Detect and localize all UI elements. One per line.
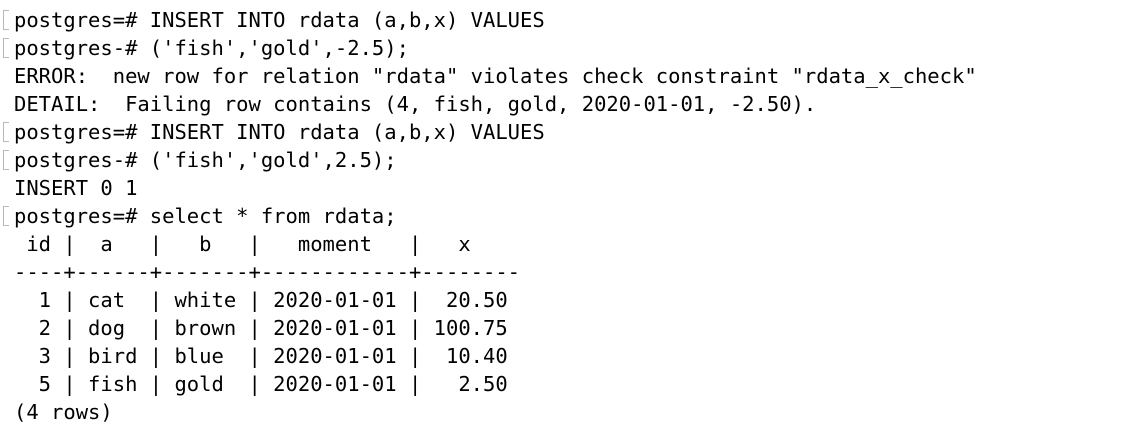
terminal-line-text: id | a | b | moment | x bbox=[14, 232, 521, 256]
prompt-marker bbox=[3, 38, 9, 58]
table-row: 1 | cat | white | 2020-01-01 | 20.50 bbox=[0, 286, 1148, 314]
terminal-line: ERROR: new row for relation "rdata" viol… bbox=[0, 62, 1148, 90]
terminal-line: INSERT 0 1 bbox=[0, 174, 1148, 202]
table-separator: ----+------+-------+------------+-------… bbox=[0, 258, 1148, 286]
prompt-marker bbox=[3, 206, 9, 226]
terminal-line-text: 5 | fish | gold | 2020-01-01 | 2.50 bbox=[14, 372, 508, 396]
prompt-marker bbox=[3, 122, 9, 142]
table-header-row: id | a | b | moment | x bbox=[0, 230, 1148, 258]
terminal-line-text: (4 rows) bbox=[14, 400, 113, 424]
terminal-line-text: 3 | bird | blue | 2020-01-01 | 10.40 bbox=[14, 344, 508, 368]
terminal-line: postgres=# INSERT INTO rdata (a,b,x) VAL… bbox=[0, 6, 1148, 34]
terminal-line-text: INSERT 0 1 bbox=[14, 176, 138, 200]
row-count: (4 rows) bbox=[0, 398, 1148, 426]
terminal-line-text: postgres=# select * from rdata; bbox=[14, 204, 397, 228]
terminal-line: postgres-# ('fish','gold',-2.5); bbox=[0, 34, 1148, 62]
terminal-line: postgres=# INSERT INTO rdata (a,b,x) VAL… bbox=[0, 118, 1148, 146]
terminal-line-text: DETAIL: Failing row contains (4, fish, g… bbox=[14, 92, 817, 116]
table-row: 5 | fish | gold | 2020-01-01 | 2.50 bbox=[0, 370, 1148, 398]
terminal-line-text: 1 | cat | white | 2020-01-01 | 20.50 bbox=[14, 288, 508, 312]
terminal-line-text: postgres-# ('fish','gold',-2.5); bbox=[14, 36, 409, 60]
terminal-line-text: ----+------+-------+------------+-------… bbox=[14, 260, 521, 284]
terminal-line-text: postgres=# INSERT INTO rdata (a,b,x) VAL… bbox=[14, 8, 545, 32]
terminal-line-text: postgres=# INSERT INTO rdata (a,b,x) VAL… bbox=[14, 120, 545, 144]
terminal-line-text: 2 | dog | brown | 2020-01-01 | 100.75 bbox=[14, 316, 508, 340]
terminal-line: postgres=# select * from rdata; bbox=[0, 202, 1148, 230]
table-row: 3 | bird | blue | 2020-01-01 | 10.40 bbox=[0, 342, 1148, 370]
table-row: 2 | dog | brown | 2020-01-01 | 100.75 bbox=[0, 314, 1148, 342]
terminal-line-text: postgres-# ('fish','gold',2.5); bbox=[14, 148, 397, 172]
prompt-marker bbox=[3, 10, 9, 30]
terminal-line: DETAIL: Failing row contains (4, fish, g… bbox=[0, 90, 1148, 118]
terminal-line-text: ERROR: new row for relation "rdata" viol… bbox=[14, 64, 977, 88]
terminal-line: postgres-# ('fish','gold',2.5); bbox=[0, 146, 1148, 174]
prompt-marker bbox=[3, 150, 9, 170]
terminal-output[interactable]: postgres=# INSERT INTO rdata (a,b,x) VAL… bbox=[0, 6, 1148, 436]
